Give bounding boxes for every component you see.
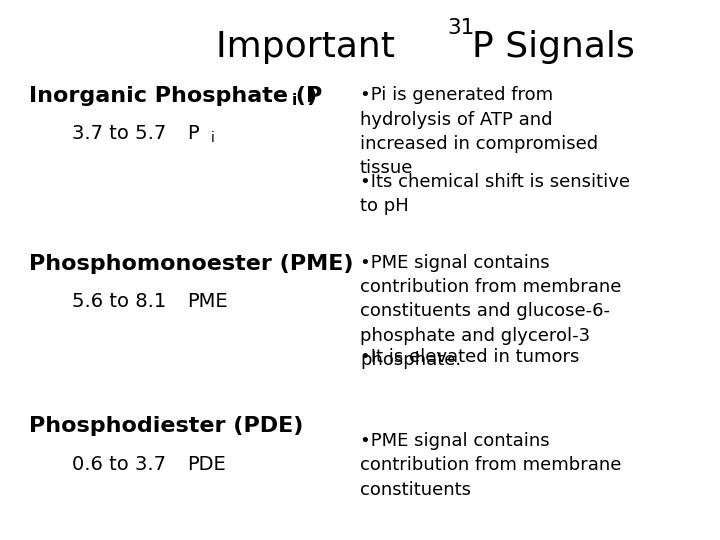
Text: Phosphodiester (PDE): Phosphodiester (PDE) [29, 416, 303, 436]
Text: •PME signal contains
contribution from membrane
constituents: •PME signal contains contribution from m… [360, 432, 621, 498]
Text: Important: Important [216, 30, 407, 64]
Text: 5.6 to 8.1: 5.6 to 8.1 [72, 292, 166, 310]
Text: PDE: PDE [187, 455, 226, 474]
Text: P Signals: P Signals [472, 30, 634, 64]
Text: •Pi is generated from
hydrolysis of ATP and
increased in compromised
tissue: •Pi is generated from hydrolysis of ATP … [360, 86, 598, 177]
Text: P: P [187, 124, 199, 143]
Text: 31: 31 [448, 18, 475, 38]
Text: i: i [211, 131, 215, 145]
Text: 0.6 to 3.7: 0.6 to 3.7 [72, 455, 166, 474]
Text: i: i [292, 93, 297, 109]
Text: •Its chemical shift is sensitive
to pH: •Its chemical shift is sensitive to pH [360, 173, 630, 215]
Text: Inorganic Phosphate (P: Inorganic Phosphate (P [29, 86, 322, 106]
Text: •It is elevated in tumors: •It is elevated in tumors [360, 348, 580, 366]
Text: Phosphomonoester (PME): Phosphomonoester (PME) [29, 254, 354, 274]
Text: •PME signal contains
contribution from membrane
constituents and glucose-6-
phos: •PME signal contains contribution from m… [360, 254, 621, 369]
Text: 3.7 to 5.7: 3.7 to 5.7 [72, 124, 166, 143]
Text: ): ) [307, 86, 317, 106]
Text: PME: PME [187, 292, 228, 310]
